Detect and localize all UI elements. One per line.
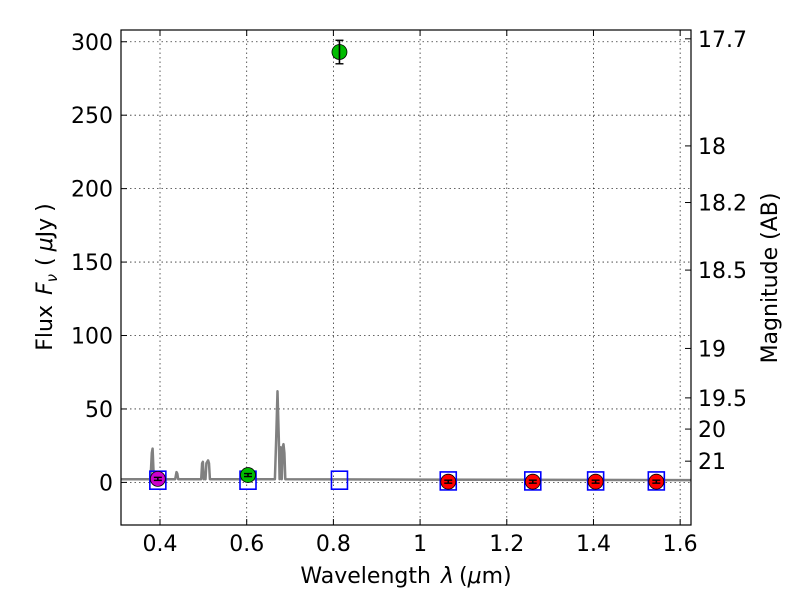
- y2-tick-label: 18.5: [698, 259, 747, 284]
- x-tick-label: 1.4: [576, 532, 611, 557]
- y2-tick-label: 17.7: [698, 28, 747, 53]
- spectrum-line: [121, 390, 692, 482]
- y2-tick-label: 18: [698, 135, 726, 160]
- y2-tick-label: 18.2: [698, 192, 747, 217]
- model-photometry-square: [586, 471, 605, 491]
- y-tick-label: 50: [85, 398, 113, 423]
- y2-tick-label: 19: [698, 337, 726, 362]
- y-axis-title: FluxFν(μJy): [33, 203, 61, 350]
- x-tick-label: 1.6: [663, 532, 698, 557]
- y-tick-label: 0: [99, 471, 113, 496]
- x-tick-label: 0.4: [143, 532, 178, 557]
- y2-axis-title: Magnitude (AB): [758, 193, 783, 364]
- model-photometry-square: [330, 470, 349, 491]
- x-tick-label: 1: [413, 532, 427, 557]
- y-tick-label: 250: [71, 104, 113, 129]
- y2-tick-label: 20: [698, 418, 726, 443]
- x-tick-label: 0.8: [316, 532, 351, 557]
- plot-layer: [121, 39, 692, 491]
- x-tick-label: 1.2: [489, 532, 524, 557]
- y-tick-label: 300: [71, 31, 113, 56]
- y2-tick-label: 21: [698, 450, 726, 475]
- plot-frame: [120, 29, 692, 526]
- y-tick-label: 150: [71, 251, 113, 276]
- model-photometry-square: [647, 471, 666, 491]
- x-axis-title: Wavelength λ (μm): [300, 564, 511, 589]
- tick-layer: 0.4 0.6 0.8 1 1.2 1.4 1.6 0 50 100 150 200 250 300 17.…: [71, 28, 747, 557]
- grid-layer: [121, 30, 691, 525]
- model-photometry-square: [439, 471, 458, 491]
- y-tick-label: 200: [71, 178, 113, 203]
- y2-tick-label: 19.5: [698, 387, 747, 412]
- model-photometry-square: [523, 471, 542, 491]
- y-tick-label: 100: [71, 325, 113, 350]
- x-tick-label: 0.6: [229, 532, 264, 557]
